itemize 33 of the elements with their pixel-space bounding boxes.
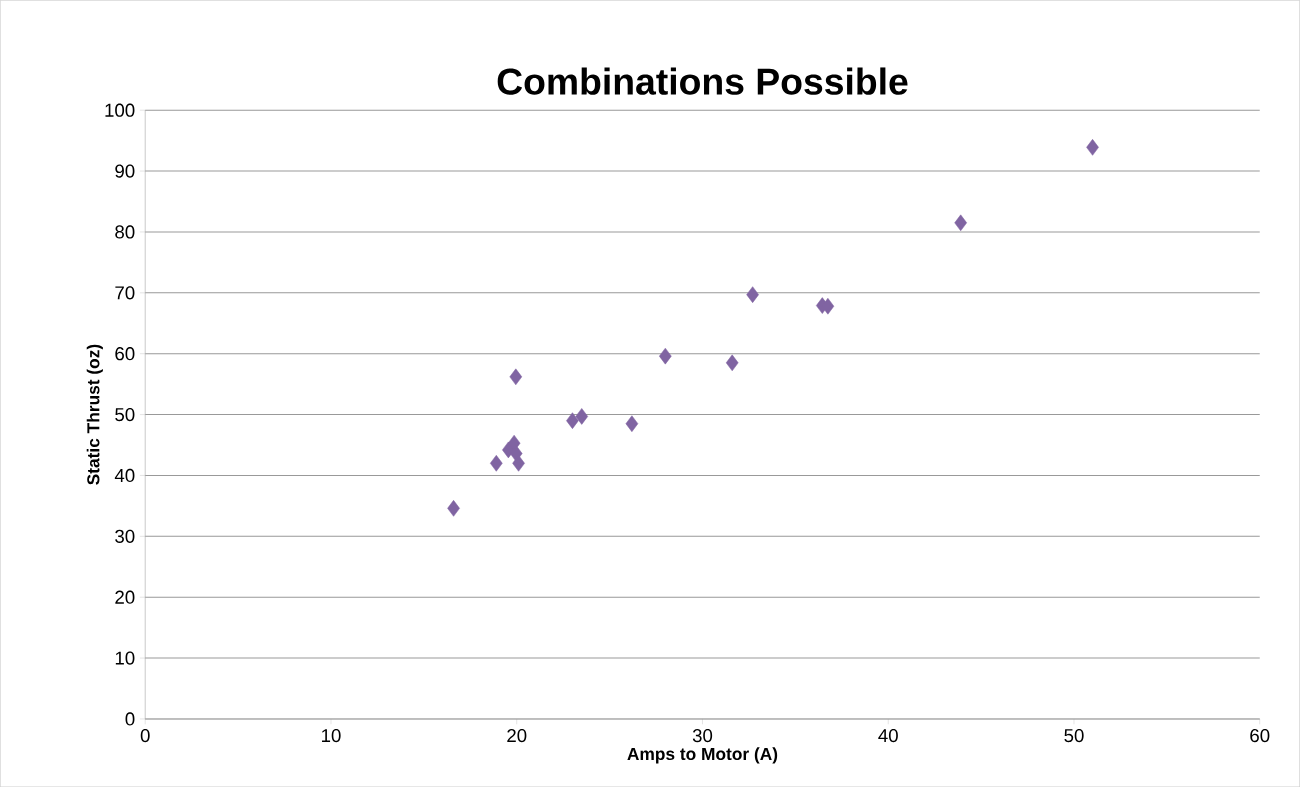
x-tick-label: 40 xyxy=(878,728,898,743)
y-tick-label: 100 xyxy=(105,103,135,117)
point xyxy=(746,286,759,303)
x-tick-label: 30 xyxy=(692,728,713,743)
y-tick-label: 70 xyxy=(115,286,135,300)
y-tick-label: 10 xyxy=(115,651,135,665)
x-tick-label: 50 xyxy=(1064,728,1084,743)
y-tick-label: 0 xyxy=(125,712,135,726)
point xyxy=(512,454,525,472)
x-axis-title: Amps to Motor (A) xyxy=(627,747,778,764)
point xyxy=(490,454,503,472)
x-tick-label: 10 xyxy=(322,728,341,743)
point xyxy=(566,412,579,429)
x-tick-label: 0 xyxy=(140,728,150,743)
y-tick-label: 80 xyxy=(115,225,135,239)
y-tick-label: 90 xyxy=(115,164,135,178)
chart-title: Combinations Possible xyxy=(497,67,908,95)
point xyxy=(509,368,523,386)
point xyxy=(575,408,589,425)
y-tick-label: 20 xyxy=(115,590,135,604)
point xyxy=(954,214,967,231)
y-axis-title: Static Thrust (oz) xyxy=(86,344,103,485)
x-tick-label: 60 xyxy=(1250,728,1270,743)
x-tick-label: 20 xyxy=(507,728,527,743)
y-tick-label: 30 xyxy=(115,529,135,543)
point xyxy=(625,415,639,432)
y-tick-label: 40 xyxy=(114,468,135,482)
point xyxy=(725,354,739,372)
y-tick-label: 60 xyxy=(115,346,135,361)
y-tick-label: 50 xyxy=(115,407,135,422)
point xyxy=(659,347,672,365)
point xyxy=(1086,138,1099,156)
point xyxy=(447,499,460,517)
